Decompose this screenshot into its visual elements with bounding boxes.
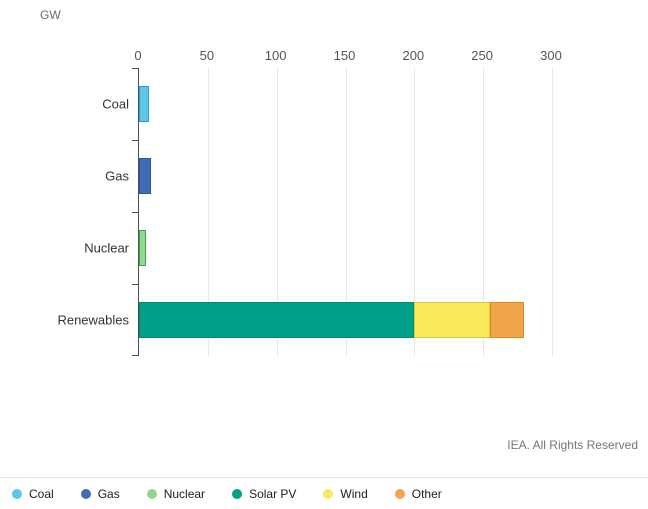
legend-label: Gas (97, 486, 120, 501)
bar-segment-gas[interactable] (139, 158, 152, 194)
category-label: Gas (105, 168, 129, 184)
legend-item-solar-pv[interactable]: Solar PV (232, 487, 296, 501)
legend-item-nuclear[interactable]: Nuclear (146, 486, 206, 501)
x-tick-label: 0 (134, 48, 142, 63)
bar (139, 230, 146, 266)
legend-label: Nuclear (163, 486, 206, 501)
y-axis-tick (132, 355, 139, 356)
bar (139, 86, 149, 122)
x-tick-label: 150 (333, 48, 356, 63)
bar (139, 158, 152, 194)
bar-segment-other[interactable] (490, 302, 525, 338)
category-row: Nuclear (84, 212, 566, 284)
legend-dot (232, 488, 243, 499)
bar (139, 302, 525, 338)
category-label: Renewables (57, 312, 129, 328)
y-axis-tick (132, 140, 139, 141)
legend-dot (394, 488, 405, 499)
legend-label: Solar PV (249, 486, 297, 501)
bar-segment-wind[interactable] (414, 302, 491, 338)
legend-item-wind[interactable]: Wind (323, 486, 368, 501)
gridline (483, 68, 485, 356)
bar-segment-nuclear[interactable] (139, 230, 146, 266)
bar-segment-coal[interactable] (139, 86, 149, 122)
category-row: Coal (102, 68, 566, 140)
y-axis-tick (132, 212, 139, 213)
legend: Coal Gas Nuclear Solar PV Wind Other (0, 477, 648, 509)
category-label: Coal (102, 96, 129, 112)
legend-dot (323, 488, 334, 499)
category-label: Nuclear (84, 240, 129, 256)
gridline (552, 68, 553, 356)
legend-item-other[interactable]: Other (394, 486, 442, 501)
gridline (345, 68, 347, 356)
plot-area: Coal Gas Nuclear Renewables (57, 68, 566, 356)
gridline (207, 68, 209, 356)
y-axis-tick (132, 284, 139, 285)
legend-dot (12, 488, 22, 499)
category-row: Renewables (57, 284, 566, 356)
x-tick-label: 50 (199, 48, 215, 63)
y-axis-tick (132, 68, 139, 69)
axis-unit-label: GW (40, 8, 61, 22)
copyright-text: IEA. All Rights Reserved (507, 438, 638, 452)
x-tick-label: 200 (402, 48, 425, 63)
gridline (276, 68, 278, 356)
legend-item-gas[interactable]: Gas (80, 486, 120, 501)
legend-dot (146, 488, 157, 499)
x-tick-label: 100 (264, 48, 287, 63)
category-row: Gas (105, 140, 566, 212)
bar-segment-solar-pv[interactable] (139, 302, 415, 338)
legend-label: Wind (340, 486, 368, 501)
legend-dot (80, 488, 91, 499)
legend-item-coal[interactable]: Coal (12, 487, 54, 501)
x-axis: 0 50 100 150 200 250 300 (134, 48, 561, 64)
x-tick-label: 250 (471, 48, 494, 63)
legend-label: Coal (29, 486, 54, 501)
legend-label: Other (411, 486, 442, 501)
gridline (414, 68, 416, 356)
x-tick-label: 300 (540, 48, 562, 63)
